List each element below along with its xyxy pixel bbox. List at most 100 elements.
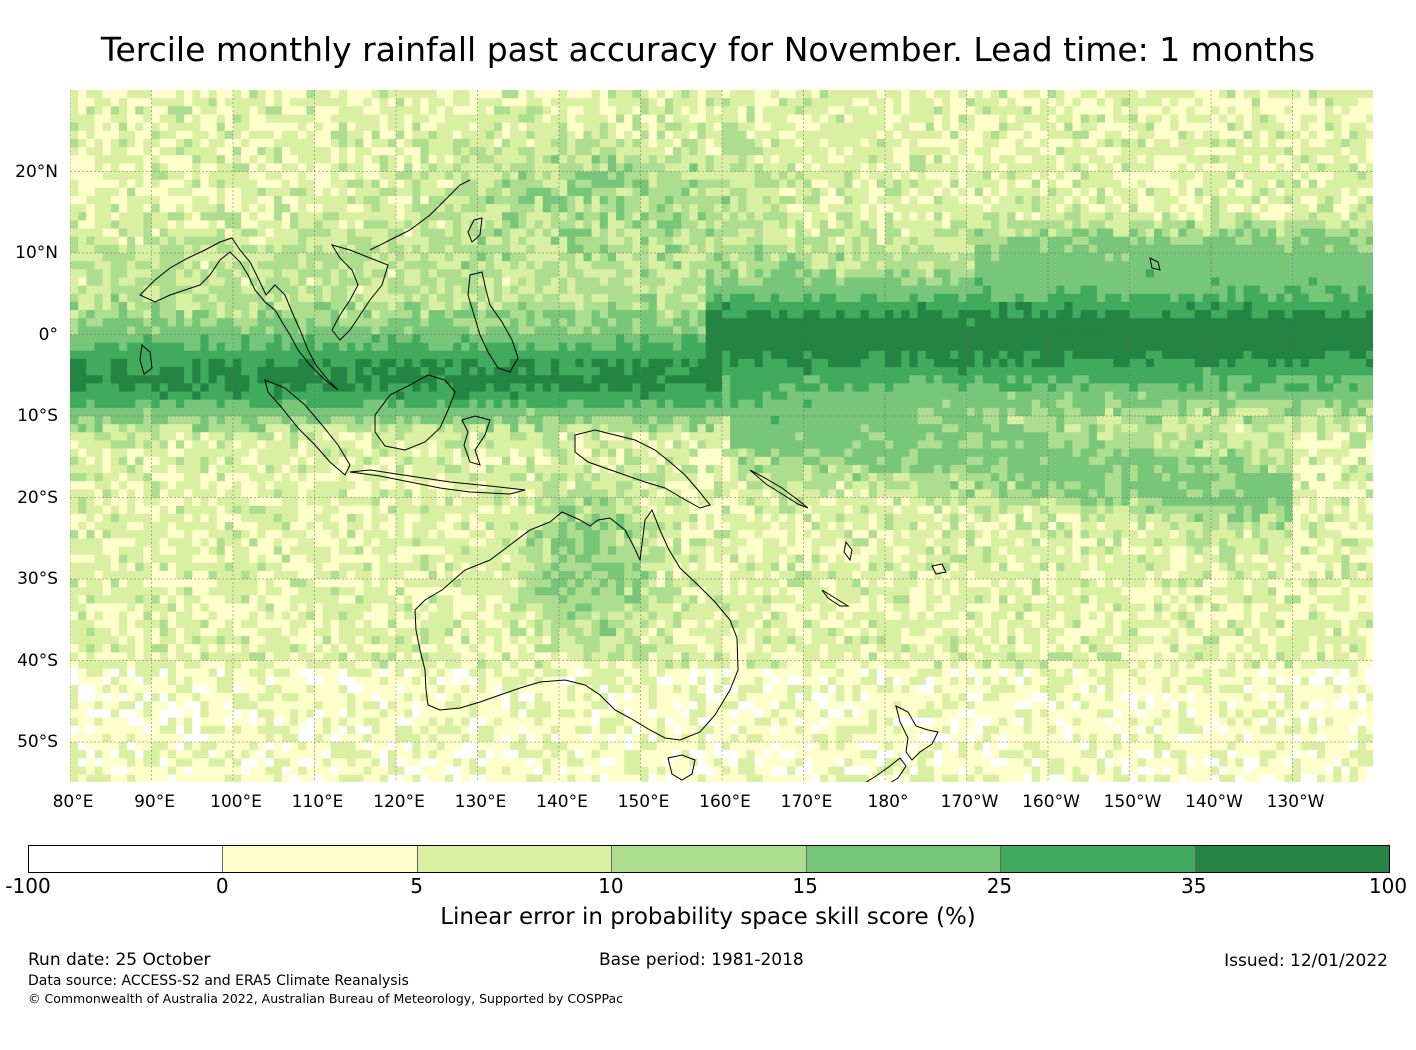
grid-cell: [1357, 212, 1367, 221]
grid-cell: [860, 98, 870, 107]
grid-cell: [436, 301, 446, 311]
grid-cell: [1088, 187, 1098, 197]
grid-cell: [200, 220, 209, 229]
grid-cell: [1178, 310, 1187, 319]
grid-cell: [363, 90, 372, 99]
grid-cell: [705, 179, 715, 189]
grid-cell: [444, 220, 454, 229]
grid-cell: [1048, 334, 1057, 344]
grid-cell: [159, 90, 169, 99]
grid-cell: [1357, 334, 1367, 344]
grid-cell: [1039, 293, 1049, 303]
grid-cell: [966, 179, 976, 189]
grid-cell: [518, 130, 527, 140]
grid-cell: [640, 106, 650, 115]
grid-cell: [1365, 310, 1373, 319]
grid-cell: [1227, 187, 1236, 197]
grid-cell: [1023, 269, 1033, 278]
grid-cell: [893, 269, 902, 278]
grid-cell: [1023, 138, 1033, 148]
grid-cell: [1113, 261, 1122, 270]
grid-cell: [982, 277, 992, 287]
grid-cell: [591, 244, 601, 254]
grid-cell: [1333, 326, 1342, 335]
grid-cell: [795, 204, 804, 213]
grid-cell: [705, 269, 715, 278]
grid-cell: [1121, 130, 1130, 140]
grid-cell: [958, 318, 967, 327]
grid-cell: [306, 106, 315, 115]
grid-cell: [510, 212, 519, 221]
grid-cell: [396, 236, 405, 246]
grid-cell: [94, 236, 104, 246]
grid-cell: [461, 187, 470, 197]
grid-cell: [200, 204, 209, 213]
grid-cell: [412, 179, 421, 189]
grid-cell: [868, 187, 878, 197]
grid-cell: [599, 106, 609, 115]
grid-cell: [1113, 196, 1122, 205]
grid-cell: [1137, 90, 1147, 99]
grid-cell: [1227, 236, 1236, 246]
grid-cell: [583, 155, 593, 164]
grid-cell: [933, 212, 943, 221]
grid-cell: [713, 163, 723, 172]
grid-cell: [110, 212, 120, 221]
grid-cell: [273, 179, 283, 189]
grid-cell: [298, 98, 307, 107]
grid-cell: [330, 122, 340, 132]
grid-cell: [974, 187, 984, 197]
grid-cell: [1129, 220, 1139, 229]
grid-cell: [738, 106, 747, 115]
grid-cell: [1325, 196, 1334, 205]
grid-cell: [387, 285, 397, 295]
grid-cell: [404, 122, 413, 132]
grid-cell: [1325, 326, 1334, 335]
grid-cell: [1349, 98, 1359, 107]
grid-cell: [1170, 228, 1179, 238]
grid-cell: [746, 269, 756, 278]
grid-cell: [795, 163, 804, 172]
grid-cell: [730, 244, 739, 254]
grid-cell: [1064, 310, 1073, 319]
grid-cell: [493, 106, 503, 115]
grid-cell: [705, 138, 715, 148]
grid-cell: [1349, 293, 1359, 303]
grid-cell: [852, 220, 861, 229]
grid-cell: [1105, 334, 1114, 344]
grid-cell: [754, 106, 764, 115]
grid-cell: [1105, 293, 1114, 303]
grid-cell: [1048, 253, 1057, 262]
grid-cell: [762, 98, 772, 107]
grid-cell: [705, 212, 715, 221]
grid-cell: [257, 318, 267, 327]
grid-cell: [550, 301, 560, 311]
grid-cell: [917, 334, 927, 344]
grid-cell: [991, 301, 1000, 311]
grid-cell: [1015, 171, 1024, 181]
grid-cell: [632, 326, 641, 335]
grid-cell: [713, 301, 723, 311]
grid-cell: [828, 301, 837, 311]
grid-cell: [648, 90, 658, 99]
grid-cell: [1023, 187, 1033, 197]
grid-cell: [428, 334, 438, 344]
grid-cell: [999, 236, 1008, 246]
grid-cell: [330, 138, 340, 148]
grid-cell: [265, 244, 275, 254]
grid-cell: [1317, 253, 1326, 262]
grid-cell: [135, 114, 144, 124]
grid-cell: [730, 163, 739, 172]
grid-cell: [860, 220, 870, 229]
grid-cell: [420, 179, 429, 189]
grid-cell: [322, 90, 332, 99]
grid-cell: [632, 179, 641, 189]
grid-cell: [200, 228, 209, 238]
grid-cell: [1031, 334, 1041, 344]
grid-cell: [1341, 187, 1350, 197]
grid-cell: [306, 98, 315, 107]
grid-cell: [770, 228, 780, 238]
grid-cell: [689, 90, 698, 99]
grid-cell: [127, 301, 136, 311]
grid-cell: [950, 318, 959, 327]
